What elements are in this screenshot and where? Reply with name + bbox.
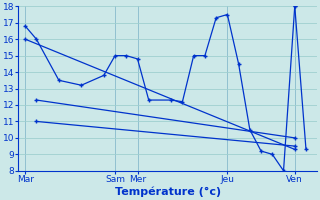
X-axis label: Température (°c): Température (°c) [115,187,221,197]
